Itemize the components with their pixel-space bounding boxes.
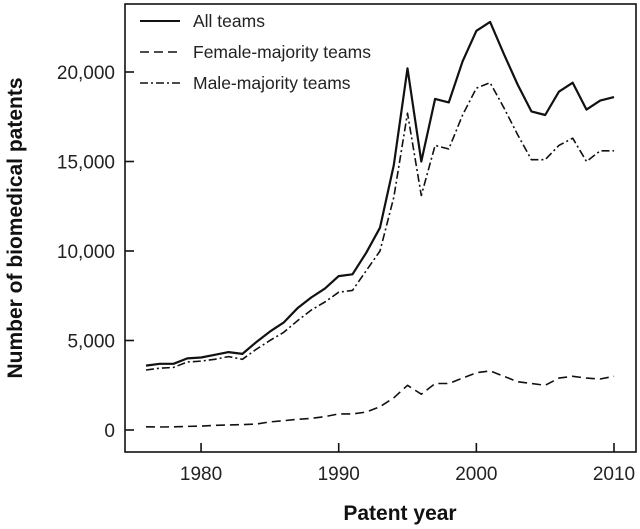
- legend-label-male-majority: Male-majority teams: [193, 73, 351, 93]
- x-tick-label-2010: 2010: [593, 464, 635, 485]
- y-tick-label-10000: 10,000: [57, 242, 115, 263]
- series-line-all-teams: [145, 20, 615, 367]
- x-axis-title: Patent year: [343, 502, 456, 525]
- x-axis-ticks: 1980 1990 2000 2010: [180, 443, 635, 485]
- plot-frame: [124, 3, 637, 453]
- series-layer: [145, 20, 615, 428]
- x-tick-label-1990: 1990: [318, 464, 360, 485]
- series-line-female-majority-teams: [145, 370, 615, 428]
- y-tick-label-15000: 15,000: [57, 153, 115, 174]
- legend-label-all-teams: All teams: [193, 11, 265, 31]
- y-tick-label-5000: 5,000: [67, 332, 115, 353]
- y-tick-label-20000: 20,000: [57, 63, 115, 84]
- x-tick-label-1980: 1980: [180, 464, 222, 485]
- y-axis-title: Number of biomedical patents: [4, 77, 27, 378]
- y-tick-label-0: 0: [104, 421, 115, 442]
- y-axis-ticks: 0 5,000 10,000 15,000 20,000: [57, 63, 134, 442]
- series-line-male-majority-teams: [145, 81, 614, 371]
- legend-label-female-majority: Female-majority teams: [193, 42, 371, 62]
- legend: All teams Female-majority teams Male-maj…: [140, 11, 371, 93]
- x-tick-label-2000: 2000: [455, 464, 497, 485]
